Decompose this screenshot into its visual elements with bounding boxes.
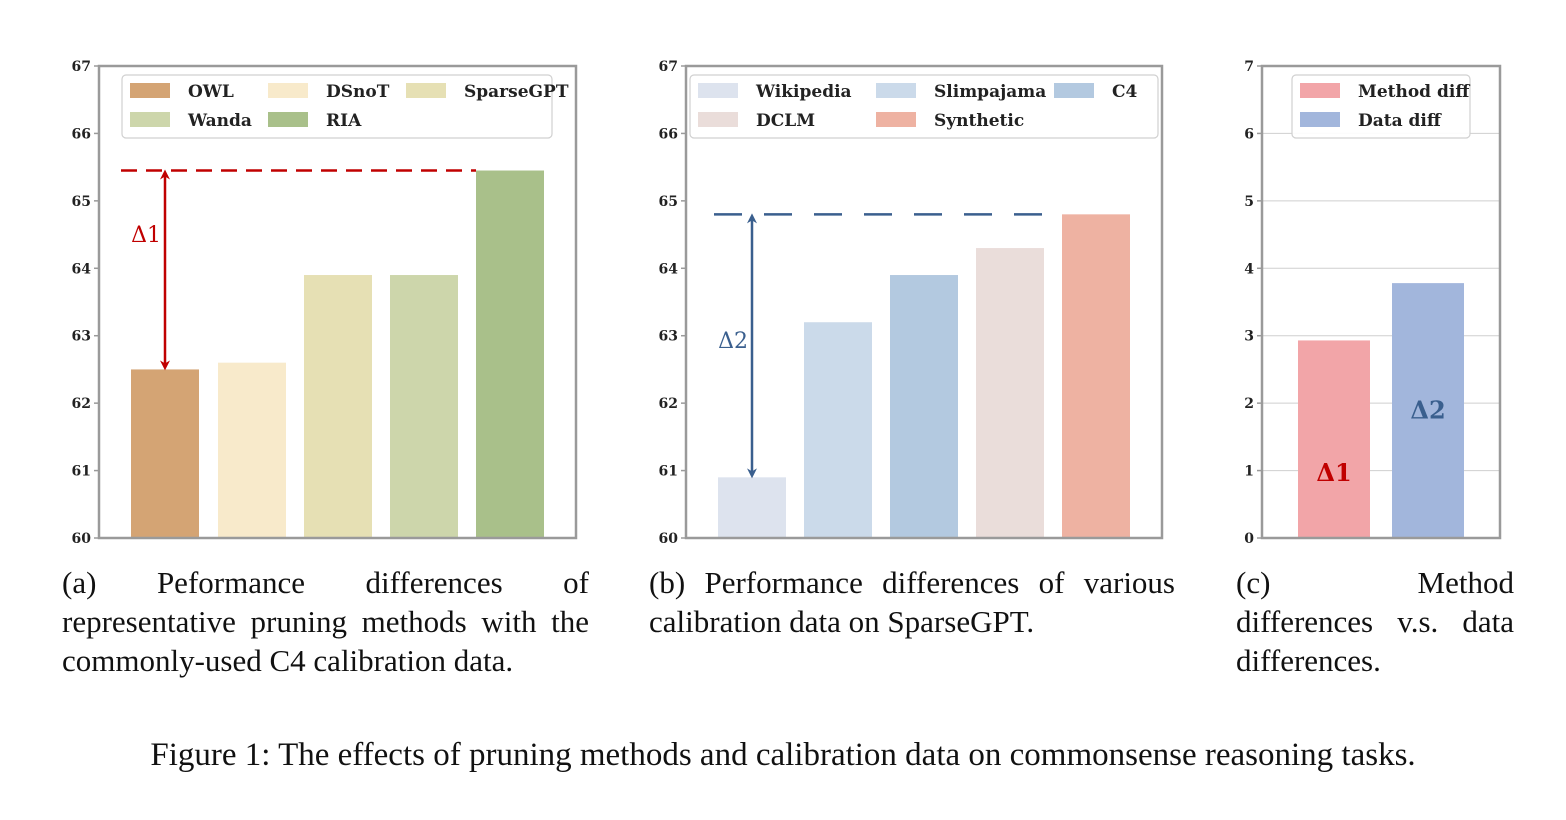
legend-swatch [268, 112, 308, 127]
legend-swatch [1300, 112, 1340, 127]
y-tick-label: 0 [1244, 531, 1254, 547]
y-tick-label: 62 [659, 396, 678, 412]
y-tick-label: 63 [659, 329, 678, 345]
bar-synthetic [1062, 214, 1130, 539]
bar-dclm [976, 248, 1044, 539]
figure-caption: Figure 1: The effects of pruning methods… [150, 737, 1416, 773]
legend-swatch [130, 112, 170, 127]
legend-label: Wanda [187, 111, 252, 131]
y-tick-label: 5 [1244, 194, 1254, 210]
y-tick-label: 65 [72, 194, 91, 210]
plot-frame [97, 64, 578, 540]
legend-swatch [1300, 83, 1340, 98]
y-tick-label: 2 [1244, 396, 1254, 412]
bar-method-diff [1298, 340, 1370, 538]
subfigure-caption-a: (a) Peformance differences of representa… [62, 565, 589, 678]
bar-annotation-label: Δ2 [1410, 396, 1445, 425]
legend-box [689, 74, 1159, 139]
bar-c4 [890, 275, 958, 538]
legend-swatch [876, 83, 916, 98]
y-tick-label: 67 [659, 59, 678, 75]
y-tick-label: 62 [72, 396, 91, 412]
delta-label: Δ2 [718, 329, 748, 354]
y-tick-label: 4 [1244, 261, 1254, 277]
y-tick-label: 64 [659, 261, 679, 277]
chart-panel-a: 60 61 62 63 64 65 66 67 OWL DSnoT SparseGPT Wanda RI… [72, 59, 578, 547]
y-tick-label: 3 [1244, 329, 1254, 345]
subfigure-caption-c: (c) Method differences v.s. data differe… [1236, 565, 1514, 678]
legend-swatch [130, 83, 170, 98]
legend-swatch [698, 83, 738, 98]
y-tick-label: 60 [659, 531, 679, 547]
plot-frame [684, 64, 1164, 540]
y-tick-label: 6 [1244, 126, 1254, 142]
bar-ria [476, 170, 544, 538]
bar-annotation-label: Δ1 [1316, 458, 1351, 487]
bar-sparsegpt [304, 275, 372, 538]
legend-label: RIA [326, 111, 362, 131]
bar-wikipedia [718, 477, 786, 538]
subfigure-caption-b: (b) Performance differences of various c… [649, 565, 1175, 639]
bar-dsnot [218, 362, 286, 538]
legend-label: C4 [1112, 82, 1138, 102]
legend-label: DCLM [756, 111, 815, 131]
y-tick-label: 63 [72, 329, 91, 345]
bar-wanda [390, 275, 458, 538]
legend-label: SparseGPT [464, 82, 569, 102]
legend-swatch [698, 112, 738, 127]
legend-label: DSnoT [326, 82, 390, 102]
delta-label: Δ1 [131, 223, 161, 248]
legend-swatch [406, 83, 446, 98]
y-tick-label: 7 [1244, 59, 1254, 75]
plot-frame [1260, 64, 1502, 540]
legend-label: Method diff [1358, 82, 1470, 102]
chart-panel-b: 60 61 62 63 64 65 66 67 Wikipedia Slimpajama C4 DCL… [659, 59, 1164, 547]
y-tick-label: 66 [659, 126, 678, 142]
y-tick-label: 67 [72, 59, 91, 75]
legend-label: Slimpajama [934, 82, 1046, 102]
y-tick-label: 65 [659, 194, 678, 210]
legend-swatch [1054, 83, 1094, 98]
legend-label: OWL [188, 82, 234, 102]
bar-data-diff [1392, 283, 1464, 538]
y-tick-label: 60 [72, 531, 92, 547]
bar-slimpajama [804, 322, 872, 538]
legend-swatch [876, 112, 916, 127]
legend-swatch [268, 83, 308, 98]
y-tick-label: 1 [1244, 464, 1254, 480]
chart-panel-c: Δ1 Δ2 0 1 2 3 4 5 6 7 Method diff Data diff [1244, 59, 1502, 547]
bar-owl [131, 369, 199, 538]
y-tick-label: 61 [659, 464, 678, 480]
y-tick-label: 66 [72, 126, 91, 142]
legend-label: Data diff [1358, 111, 1442, 131]
legend-label: Wikipedia [755, 82, 852, 102]
legend-label: Synthetic [934, 111, 1024, 131]
y-tick-label: 61 [72, 464, 91, 480]
y-tick-label: 64 [72, 261, 92, 277]
